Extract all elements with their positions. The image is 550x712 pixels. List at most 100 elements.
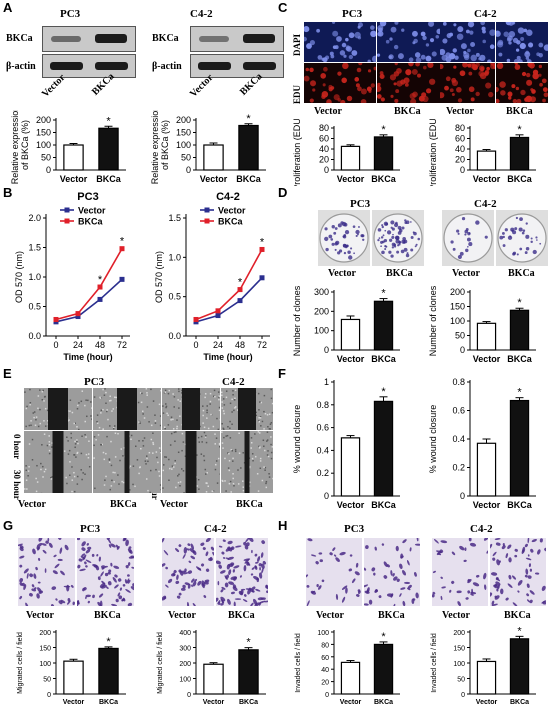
bar-bkca <box>238 649 259 695</box>
y-tick-label: 0 <box>324 165 329 175</box>
x-tick-label: 0 <box>53 340 58 350</box>
significance-star: * <box>381 124 386 136</box>
panel-a-title-pc3: PC3 <box>60 8 81 20</box>
significance-star: * <box>381 631 386 643</box>
bar-vector <box>63 144 84 171</box>
chart-title: C4-2 <box>216 191 240 203</box>
data-point-bkca <box>97 284 103 290</box>
data-point-vector <box>215 313 221 319</box>
data-point-bkca <box>237 287 243 293</box>
bar-bkca <box>373 643 394 695</box>
western-blot-actin-pc3 <box>42 54 136 78</box>
y-tick-label: 400 <box>179 630 191 637</box>
western-blot-actin-c42 <box>190 54 284 78</box>
wound-pc3-bkca-30h <box>93 431 161 493</box>
data-point-vector <box>237 298 243 304</box>
y-tick-label: 60 <box>321 655 329 662</box>
x-tick-label: Vector <box>337 354 365 364</box>
row-label-edu: EDU <box>292 84 302 104</box>
data-point-bkca <box>75 311 81 317</box>
data-point-bkca <box>259 246 265 252</box>
y-tick-label: 40 <box>455 144 465 154</box>
wound-c42-vector-30h <box>162 431 220 493</box>
x-tick-label: 72 <box>117 340 127 350</box>
lane-label-bkca-e2: BKCa <box>236 499 263 510</box>
western-blot-bkca-c42 <box>190 26 284 52</box>
transwell-invasion-c42-bkca <box>490 538 546 606</box>
chart-h-c42: Invaded cells / field 0 50 100 150 200 Vector B… <box>431 625 536 706</box>
significance-star: * <box>260 236 265 248</box>
y-tick-label: 100 <box>317 630 329 637</box>
panel-a-title-c42: C4-2 <box>190 8 213 20</box>
lane-label-bkca-e1: BKCa <box>110 499 137 510</box>
significance-star: * <box>106 115 111 127</box>
y-tick-label: 0.4 <box>316 445 329 455</box>
row-label-30-hour: 30 hour <box>12 470 22 500</box>
bar-bkca <box>238 124 259 171</box>
wound-pc3-bkca-0h <box>93 388 161 430</box>
chart-h-pc3: Invaded cells / field 0 20 40 60 80 100 Vector B… <box>295 630 400 706</box>
lane-label-bkca-c1: BKCa <box>394 106 421 117</box>
y-tick-label: 20 <box>321 680 329 687</box>
micrograph-dapi-c42-vector <box>440 22 495 62</box>
legend-label: Vector <box>218 206 246 216</box>
x-tick-label: BKCa <box>507 354 532 364</box>
significance-star: * <box>381 386 386 398</box>
bar-vector <box>203 663 224 695</box>
y-tick-label: 20 <box>455 155 465 165</box>
x-tick-label: 0 <box>193 340 198 350</box>
x-tick-label: Vector <box>476 699 498 706</box>
y-tick-label: 0 <box>460 345 465 355</box>
y-tick-label: 50 <box>41 153 51 163</box>
y-tick-label: 100 <box>176 140 191 150</box>
micrograph-edu-pc3-bkca <box>377 63 449 103</box>
x-tick-label: Vector <box>203 699 225 706</box>
lane-label-vector-h2: Vector <box>442 610 470 621</box>
y-tick-label: 0.5 <box>168 292 181 302</box>
x-tick-label: Vector <box>473 500 501 510</box>
y-tick-label: 100 <box>453 661 465 668</box>
bar-vector <box>476 322 497 351</box>
y-tick-label: 100 <box>39 661 51 668</box>
x-tick-label: Vector <box>200 174 228 184</box>
lane-label-bkca-c2: BKCa <box>506 106 533 117</box>
panel-letter-c: C <box>278 0 288 15</box>
chart-d-c42: Number of clones 0 50 100 150 200 Vector BKCa * <box>428 285 536 364</box>
legend-label: BKCa <box>78 217 103 227</box>
y-tick-label: 0 <box>47 692 51 699</box>
bar-vector <box>63 660 84 695</box>
y-axis-label: Number of clones <box>292 285 302 356</box>
y-tick-label: 200 <box>314 306 329 316</box>
lane-label-bkca-h1: BKCa <box>378 610 405 621</box>
x-tick-label: 48 <box>95 340 105 350</box>
y-tick-label: 2.0 <box>28 213 41 223</box>
micrograph-dapi-pc3-vector <box>304 22 376 62</box>
y-tick-label: 0 <box>461 692 465 699</box>
y-tick-label: 20 <box>319 155 329 165</box>
colony-dish-pc3-vector <box>318 210 370 266</box>
series-line-vector <box>195 277 263 323</box>
y-tick-label: 0.0 <box>28 331 41 341</box>
lane-label-vector-d1: Vector <box>328 268 356 279</box>
y-tick-label: 40 <box>321 667 329 674</box>
panel-letter-a: A <box>3 0 13 15</box>
x-tick-label: 48 <box>235 340 245 350</box>
y-tick-label: 0.8 <box>316 400 329 410</box>
legend-marker <box>64 207 70 213</box>
y-tick-label: 80 <box>321 642 329 649</box>
y-axis-label: Migrated cells / field <box>17 632 24 694</box>
lane-label-vector-c1: Vector <box>314 106 342 117</box>
x-tick-label: BKCa <box>510 699 529 706</box>
y-tick-label: 200 <box>179 661 191 668</box>
chart-f-c42: % wound closure 0 0.2 0.4 0.6 0.8 Vector BKCa * <box>428 377 536 510</box>
bar-bkca <box>509 399 530 497</box>
x-tick-label: Vector <box>473 174 501 184</box>
y-tick-label: 50 <box>181 153 191 163</box>
wound-pc3-vector-0h <box>24 388 92 430</box>
transwell-migration-c42-bkca <box>216 538 268 606</box>
y-tick-label: 0.6 <box>452 406 465 416</box>
significance-star: * <box>381 288 386 300</box>
y-tick-label: 60 <box>455 134 465 144</box>
blot-row-label-actin-2: β-actin <box>152 61 182 72</box>
row-label-0-hour: 0 hour <box>12 434 22 460</box>
